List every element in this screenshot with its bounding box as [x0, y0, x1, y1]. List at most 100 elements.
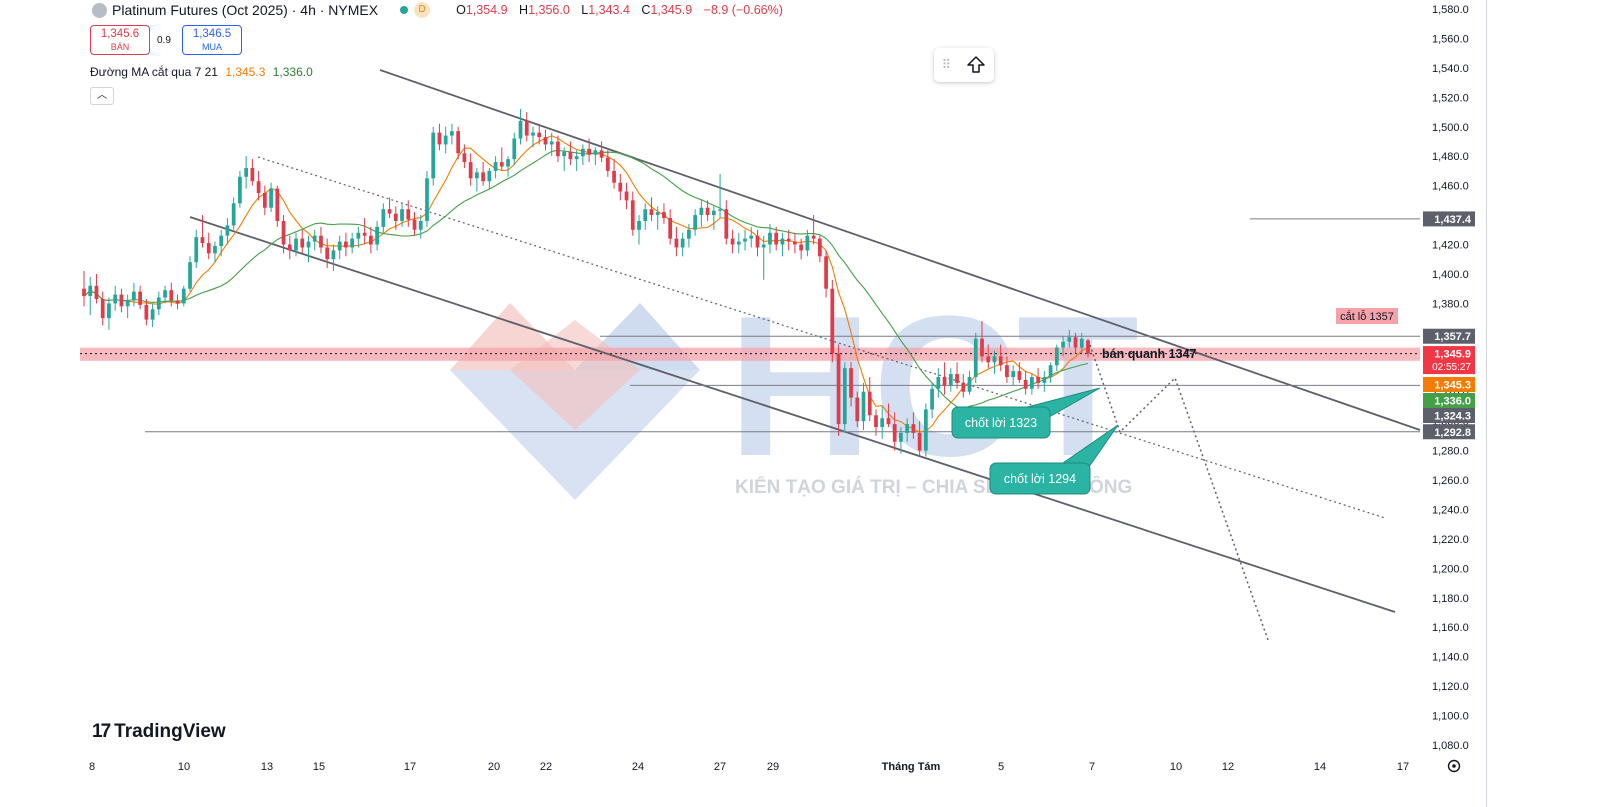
price-axis[interactable]: 1,580.0 1,560.0 1,540.0 1,520.0 1,500.0 1,480… [1423, 4, 1475, 752]
candle-body [175, 300, 180, 304]
candle [674, 226, 679, 257]
lower-channel-line [189, 216, 1396, 613]
take-profit-1323-callout: chốt lời 1323 [951, 387, 1101, 439]
drag-handle-icon[interactable]: ⠿ [941, 57, 952, 72]
candle-body [412, 219, 417, 230]
price-tick-label: 1,420.0 [1432, 240, 1469, 252]
candle-body [188, 262, 192, 289]
candle-body [599, 150, 604, 158]
candle [462, 144, 467, 168]
candle-body [755, 235, 760, 248]
candle-body [537, 132, 542, 138]
candle [612, 159, 616, 189]
ma7-line [83, 135, 1089, 433]
candle-body [1061, 341, 1065, 348]
candle-body [1036, 377, 1040, 383]
price-label-bg [1423, 393, 1475, 408]
price-label-text: 1,345.9 [1434, 349, 1471, 361]
candle-body [206, 243, 211, 254]
candle [1030, 374, 1034, 395]
candle [605, 150, 610, 177]
candle-body [144, 304, 149, 320]
candle [312, 229, 317, 251]
candle [936, 368, 941, 398]
ohlc-low: 1,343.4 [588, 3, 630, 17]
candle-body [643, 209, 648, 221]
price-tick-label: 1,220.0 [1432, 534, 1469, 546]
candle-body [450, 131, 454, 136]
time-tick-label: 24 [632, 761, 644, 773]
candle-body [300, 238, 305, 248]
time-axis[interactable]: 8 10 13 15 17 20 22 24 27 29 Tháng Tám 5 7 10 12 14 17 [89, 759, 1461, 774]
candle [169, 282, 174, 307]
ma-legend[interactable]: Đường MA cắt qua 7 21 1,345.3 1,336.0 [90, 65, 313, 79]
time-tick-label: 10 [178, 761, 190, 773]
candle [275, 185, 280, 227]
candle [849, 362, 853, 407]
arrow-up-icon[interactable] [966, 55, 986, 75]
candle-body [998, 356, 1003, 366]
price-label-text: 1,345.3 [1434, 380, 1471, 392]
candle-body [624, 191, 629, 201]
collapse-legend-button[interactable]: ︿ [90, 87, 114, 105]
candle-body [119, 294, 124, 307]
candle-body [262, 193, 267, 208]
candle-body [836, 353, 841, 425]
candle [556, 135, 560, 163]
candle-body [899, 432, 903, 442]
candle [481, 162, 485, 186]
candle-body [474, 172, 479, 179]
candle [693, 209, 698, 236]
gear-icon-ring [1447, 759, 1461, 773]
candle [200, 215, 205, 248]
candle [156, 291, 161, 316]
candle [194, 229, 199, 269]
candle [643, 203, 648, 230]
candle-body [418, 220, 423, 230]
candle-body [1086, 340, 1090, 354]
candle-body [107, 303, 111, 319]
candle-body [905, 424, 910, 433]
candle [761, 235, 766, 280]
candle-body [287, 244, 292, 251]
candle-body [1079, 338, 1084, 348]
sell-button[interactable]: 1,345.6 BÁN [90, 25, 150, 55]
candle-body [855, 397, 860, 422]
ma21-value: 1,336.0 [272, 65, 313, 79]
annotations-layer: chốt lời 1323 chốt lời 1294 cắt lỗ 1357 bán… [951, 308, 1398, 495]
candle-body [849, 368, 853, 398]
candle-body [793, 241, 797, 245]
buy-button[interactable]: 1,346.5 MUA [182, 25, 242, 55]
candle [487, 167, 492, 189]
drawings-layer [80, 69, 1421, 641]
price-tick-label: 1,560.0 [1432, 33, 1469, 45]
time-tick-label: 29 [767, 761, 779, 773]
candle [618, 173, 623, 201]
candle [668, 209, 673, 245]
sell-price: 1,345.6 [100, 28, 140, 40]
candle-body [487, 170, 492, 182]
candle [300, 229, 305, 254]
candle [755, 229, 760, 257]
floating-toolbar[interactable]: ⠿ [934, 48, 994, 82]
buy-price: 1,346.5 [192, 28, 232, 40]
candle [1048, 362, 1053, 383]
candle [942, 362, 947, 395]
price-tick-label: 1,260.0 [1432, 475, 1469, 487]
candle [344, 232, 348, 257]
price-label-bg [1423, 377, 1475, 392]
candle [711, 206, 716, 230]
candle [730, 229, 735, 254]
candle-body [337, 241, 342, 251]
candle-body [817, 238, 822, 257]
tradingview-logo[interactable]: 17 TradingView [92, 721, 226, 743]
gear-icon-hub [1452, 764, 1456, 768]
spread-value: 0.9 [157, 35, 171, 46]
candle-body [213, 245, 217, 254]
candle [412, 212, 417, 236]
ohlc-high: 1,356.0 [528, 3, 570, 17]
symbol-title[interactable]: Platinum Futures (Oct 2025) · 4h · NYMEX [112, 2, 379, 18]
candle [1042, 371, 1047, 392]
candle [581, 144, 585, 166]
